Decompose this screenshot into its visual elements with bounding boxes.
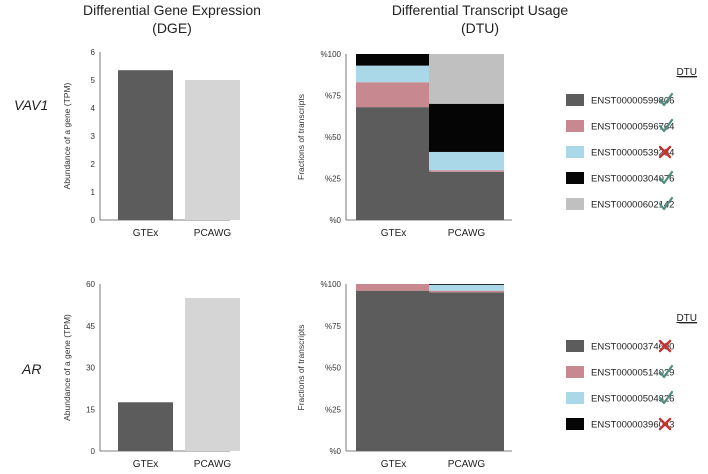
y-tick-label: %100 — [321, 50, 342, 59]
legend-swatch — [566, 172, 584, 184]
y-tick-label: %25 — [325, 405, 342, 414]
legend-swatch — [566, 340, 584, 352]
legend-swatch — [566, 198, 584, 210]
gene-label-vav1: VAV1 — [14, 97, 48, 113]
x-tick-label: PCAWG — [194, 228, 232, 239]
dtu-legend-ar: DTU ENST00000374690 ENST00000514029 ENST000… — [566, 313, 697, 431]
segment-enst00000514029-gtex — [356, 284, 431, 291]
dtu-header-line1: Differential Transcript Usage — [392, 2, 569, 18]
y-tick-label: 15 — [86, 405, 95, 414]
dge-header-line1: Differential Gene Expression — [83, 2, 261, 18]
y-axis-label: Fractions of transcripts — [296, 325, 306, 411]
segment-enst00000304076-gtex — [356, 54, 431, 66]
y-tick-label: 6 — [91, 48, 96, 57]
segment-enst00000396043-pcawg — [429, 284, 504, 285]
bar-pcawg — [185, 80, 240, 220]
y-axis-label: Abundance of a gene (TPM) — [62, 82, 72, 189]
x-tick-label: GTEx — [133, 228, 159, 239]
legend-label: ENST00000504326 — [591, 394, 674, 405]
y-tick-label: 2 — [91, 160, 96, 169]
x-tick-label: PCAWG — [448, 459, 486, 470]
legend-label: ENST00000539284 — [591, 148, 674, 159]
segment-enst00000596764-pcawg — [429, 170, 504, 172]
legend-label: ENST00000599806 — [591, 96, 674, 107]
segment-enst00000374690-gtex — [356, 290, 431, 451]
cross-icon — [658, 417, 672, 431]
y-tick-label: %50 — [325, 133, 342, 142]
legend-label: ENST00000602142 — [591, 200, 674, 211]
y-tick-label: 3 — [91, 132, 96, 141]
y-tick-label: %0 — [329, 447, 341, 456]
segment-enst00000539284-gtex — [356, 65, 431, 83]
y-tick-label: %100 — [321, 280, 342, 289]
cross-icon — [658, 145, 672, 159]
segment-enst00000599806-gtex — [356, 107, 431, 220]
segment-enst00000374690-pcawg — [429, 292, 504, 451]
x-tick-label: GTEx — [381, 228, 407, 239]
y-tick-label: 0 — [91, 216, 96, 225]
legend-swatch — [566, 366, 584, 378]
y-axis-label: Abundance of a gene (TPM) — [62, 314, 72, 421]
legend-swatch — [566, 146, 584, 158]
x-tick-label: GTEx — [133, 459, 159, 470]
check-icon — [658, 92, 674, 107]
dtu-chart-ar: %0 %25 %50 %75 %100 Fractions of transcripts G… — [296, 280, 512, 470]
legend-swatch — [566, 392, 584, 404]
segment-enst00000504326-pcawg — [429, 284, 504, 291]
y-tick-label: 30 — [86, 364, 95, 373]
y-tick-label: %50 — [325, 364, 342, 373]
legend-title: DTU — [676, 67, 697, 78]
y-tick-label: 45 — [86, 322, 95, 331]
y-tick-label: %75 — [325, 322, 342, 331]
legend-label: ENST00000396043 — [591, 420, 674, 431]
x-tick-label: PCAWG — [194, 459, 232, 470]
segment-enst00000602142-pcawg — [429, 54, 504, 104]
y-tick-label: %25 — [325, 175, 342, 184]
check-icon — [658, 118, 674, 133]
gene-label-ar: AR — [21, 361, 41, 377]
y-tick-label: %0 — [329, 216, 341, 225]
x-tick-label: PCAWG — [448, 228, 486, 239]
legend-label: ENST00000514029 — [591, 368, 674, 379]
y-tick-label: 1 — [91, 188, 96, 197]
x-tick-label: GTEx — [381, 459, 407, 470]
y-axis-label: Fractions of transcripts — [296, 94, 306, 180]
bar-gtex — [118, 402, 173, 451]
y-tick-label: 0 — [91, 447, 96, 456]
segment-enst00000599806-pcawg — [429, 171, 504, 220]
segment-enst00000304076-pcawg — [429, 103, 504, 152]
legend-swatch — [566, 94, 584, 106]
y-tick-label: 60 — [86, 280, 95, 289]
legend-label: ENST00000374690 — [591, 342, 674, 353]
legend-label: ENST00000304076 — [591, 174, 674, 185]
legend-title: DTU — [676, 313, 697, 324]
check-icon — [658, 390, 674, 405]
dge-chart-vav1: 0 1 2 3 4 5 6 Abundance of a gene (TPM) GTEx PCAW… — [62, 48, 240, 239]
bar-pcawg — [185, 297, 240, 451]
dtu-legend-vav1: DTU ENST00000599806 ENST00000596764 ENST000… — [566, 67, 697, 211]
bar-gtex — [118, 70, 173, 220]
cross-icon — [658, 339, 672, 353]
dtu-chart-vav1: %0 %25 %50 %75 %100 Fractions of transcripts G… — [296, 50, 512, 239]
check-icon — [658, 364, 674, 379]
y-tick-label: %75 — [325, 92, 342, 101]
segment-enst00000514029-pcawg — [429, 290, 504, 293]
y-tick-label: 5 — [91, 76, 96, 85]
segment-enst00000596764-gtex — [356, 82, 431, 108]
dtu-header-line2: (DTU) — [461, 20, 499, 36]
check-icon — [658, 196, 674, 211]
legend-label: ENST00000596764 — [591, 122, 674, 133]
segment-enst00000539284-pcawg — [429, 151, 504, 171]
legend-swatch — [566, 120, 584, 132]
check-icon — [658, 170, 674, 185]
dge-header-line2: (DGE) — [152, 20, 192, 36]
y-tick-label: 4 — [91, 104, 96, 113]
dge-chart-ar: 0 15 30 45 60 Abundance of a gene (TPM) GTEx PC… — [62, 280, 240, 470]
legend-swatch — [566, 418, 584, 430]
